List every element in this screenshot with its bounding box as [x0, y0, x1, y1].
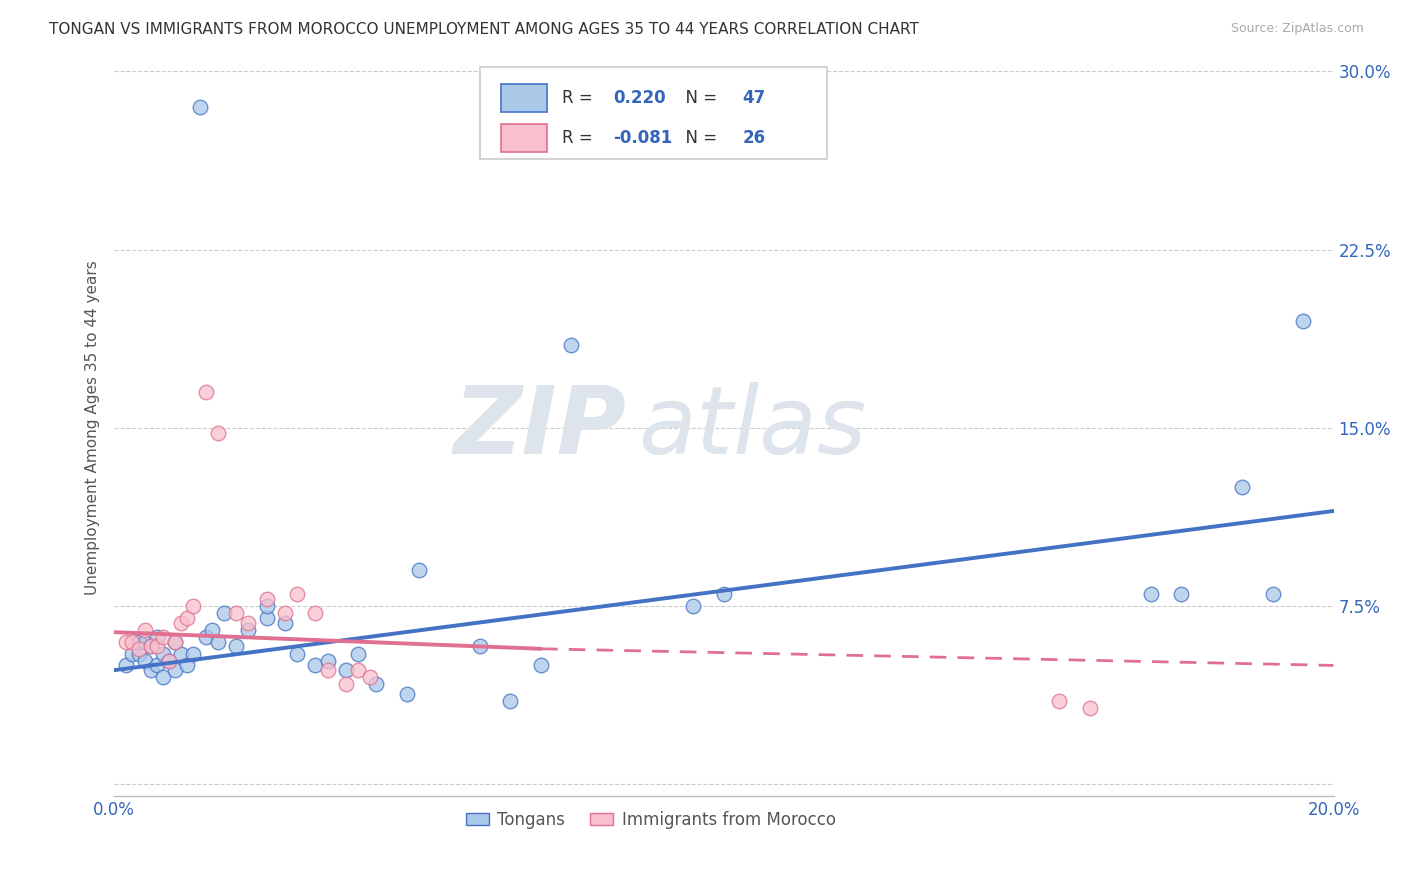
Point	[157, 654, 180, 668]
Point	[256, 591, 278, 606]
Legend: Tongans, Immigrants from Morocco: Tongans, Immigrants from Morocco	[458, 805, 842, 836]
Point	[201, 623, 224, 637]
Point	[366, 677, 388, 691]
Point	[152, 630, 174, 644]
Point	[194, 385, 217, 400]
Point	[304, 658, 326, 673]
Point	[146, 658, 169, 673]
Point	[146, 640, 169, 654]
Point	[1078, 701, 1101, 715]
Point	[256, 611, 278, 625]
Text: -0.081: -0.081	[613, 129, 672, 147]
Point	[238, 615, 260, 630]
Point	[304, 606, 326, 620]
Point	[194, 630, 217, 644]
Y-axis label: Unemployment Among Ages 35 to 44 years: Unemployment Among Ages 35 to 44 years	[86, 260, 100, 595]
Text: R =: R =	[561, 129, 598, 147]
Point	[274, 615, 297, 630]
Point	[225, 606, 247, 620]
Point	[152, 670, 174, 684]
Point	[408, 563, 430, 577]
Point	[1292, 314, 1315, 328]
Text: N =: N =	[675, 129, 723, 147]
Point	[170, 615, 193, 630]
Point	[468, 640, 491, 654]
Point	[207, 425, 229, 440]
Point	[115, 634, 138, 648]
Point	[183, 647, 205, 661]
Point	[165, 663, 187, 677]
Point	[121, 647, 143, 661]
Point	[335, 677, 357, 691]
Point	[560, 337, 582, 351]
Text: 0.220: 0.220	[613, 89, 665, 107]
Text: atlas: atlas	[638, 383, 866, 474]
Point	[1261, 587, 1284, 601]
Text: TONGAN VS IMMIGRANTS FROM MOROCCO UNEMPLOYMENT AMONG AGES 35 TO 44 YEARS CORRELA: TONGAN VS IMMIGRANTS FROM MOROCCO UNEMPL…	[49, 22, 920, 37]
Point	[285, 647, 308, 661]
Point	[225, 640, 247, 654]
Point	[188, 100, 211, 114]
Point	[134, 623, 156, 637]
Text: Source: ZipAtlas.com: Source: ZipAtlas.com	[1230, 22, 1364, 36]
Point	[682, 599, 704, 613]
Point	[1139, 587, 1161, 601]
Point	[285, 587, 308, 601]
Point	[128, 647, 150, 661]
Point	[1047, 694, 1070, 708]
Point	[1170, 587, 1192, 601]
Text: 26: 26	[742, 129, 765, 147]
Point	[212, 606, 235, 620]
Point	[713, 587, 735, 601]
Point	[176, 658, 198, 673]
Point	[134, 654, 156, 668]
Point	[128, 634, 150, 648]
Point	[170, 647, 193, 661]
Point	[207, 634, 229, 648]
Point	[1230, 480, 1253, 494]
Point	[238, 623, 260, 637]
Point	[316, 663, 339, 677]
Text: ZIP: ZIP	[453, 382, 626, 474]
Point	[316, 654, 339, 668]
Point	[157, 654, 180, 668]
Text: R =: R =	[561, 89, 598, 107]
Point	[152, 647, 174, 661]
FancyBboxPatch shape	[501, 124, 547, 153]
Point	[256, 599, 278, 613]
Point	[176, 611, 198, 625]
Text: 47: 47	[742, 89, 765, 107]
Point	[139, 640, 162, 654]
Text: N =: N =	[675, 89, 723, 107]
Point	[115, 658, 138, 673]
Point	[121, 634, 143, 648]
Point	[134, 634, 156, 648]
Point	[395, 687, 418, 701]
Point	[165, 634, 187, 648]
Point	[139, 663, 162, 677]
Point	[274, 606, 297, 620]
Point	[139, 640, 162, 654]
Point	[146, 630, 169, 644]
Point	[347, 647, 370, 661]
Point	[530, 658, 553, 673]
Point	[183, 599, 205, 613]
Point	[359, 670, 381, 684]
Point	[499, 694, 522, 708]
Point	[165, 634, 187, 648]
FancyBboxPatch shape	[501, 84, 547, 112]
Point	[335, 663, 357, 677]
FancyBboxPatch shape	[479, 67, 828, 159]
Point	[128, 641, 150, 656]
Point	[347, 663, 370, 677]
